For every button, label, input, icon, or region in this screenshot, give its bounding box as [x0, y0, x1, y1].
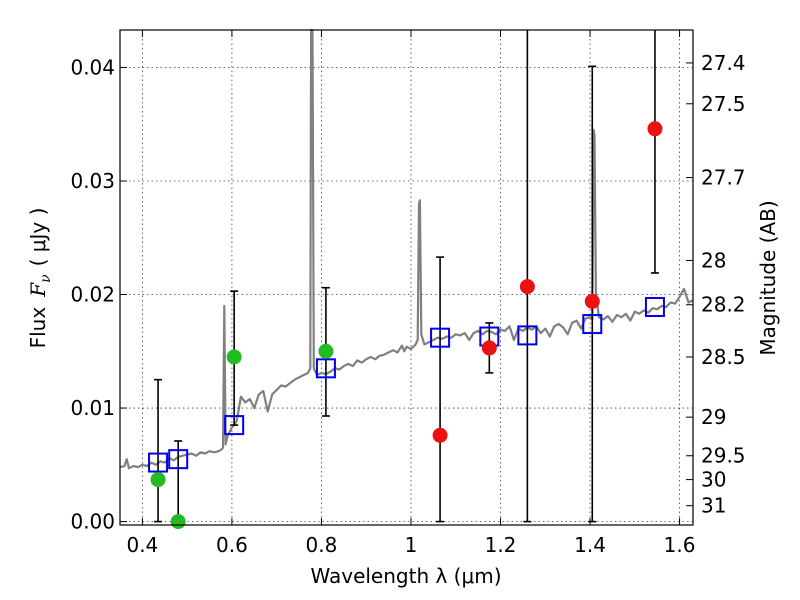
- spectrum-layer: [119, 28, 694, 470]
- x-tick-label: 0.6: [216, 533, 248, 557]
- magnitude-tick-label: 28: [701, 248, 726, 272]
- plot-frame: [119, 29, 694, 526]
- y-tick-label: 0.02: [70, 283, 115, 307]
- model-photometry-square: [148, 452, 169, 473]
- nir-point: [481, 340, 497, 356]
- x-tick-label: 0.8: [306, 533, 338, 557]
- x-axis-ticks: 0.4 0.6 0.8 1 1.2 1.4 1.6: [126, 30, 695, 557]
- magnitude-tick-label: 28.5: [701, 345, 746, 369]
- model-photometry-square: [517, 325, 538, 346]
- model-photometry-square: [582, 314, 603, 335]
- x-tick-label: 1.4: [574, 533, 606, 557]
- magnitude-tick-label: 27.5: [701, 92, 746, 116]
- model-photometry-square: [168, 449, 189, 470]
- magnitude-tick-label: 27.7: [701, 166, 746, 190]
- optical-point: [150, 472, 166, 488]
- model-photometry-square: [430, 327, 451, 348]
- x-tick-label: 1: [405, 533, 418, 557]
- x-tick-label: 1.2: [485, 533, 517, 557]
- nir-point: [519, 279, 535, 295]
- model-photometry-square: [315, 358, 336, 379]
- model-photometry-layer: [148, 297, 665, 473]
- y-axis-label-variable: F: [26, 282, 50, 298]
- nir-point: [584, 293, 600, 309]
- y-axis-label-prefix: Flux: [26, 307, 50, 349]
- y-axis-label-subscript: ν: [38, 274, 54, 283]
- magnitude-tick-label: 28.2: [701, 293, 746, 317]
- y-tick-label: 0.03: [70, 169, 115, 193]
- nir-point: [432, 427, 448, 443]
- optical-point: [170, 514, 186, 530]
- x-tick-label: 1.6: [664, 533, 696, 557]
- magnitude-tick-label: 30: [701, 468, 726, 492]
- grid-lines: [120, 30, 693, 525]
- y-axis-label-units: ( μJy ): [26, 208, 50, 267]
- x-axis-label: Wavelength λ (μm): [310, 564, 501, 588]
- optical-point: [318, 343, 334, 359]
- magnitude-tick-label: 31: [701, 494, 726, 518]
- y-axis-label: Flux Fν ( μJy ): [26, 208, 54, 349]
- magnitude-tick-label: 29.5: [701, 444, 746, 468]
- measurement-layer: [150, 121, 663, 530]
- errorbar-layer: [154, 30, 659, 523]
- magnitude-tick-label: 29: [701, 405, 726, 429]
- y-axis-ticks: 0.00 0.01 0.02 0.03 0.04: [70, 55, 127, 534]
- y-tick-label: 0.01: [70, 396, 115, 420]
- nir-point: [647, 121, 663, 137]
- y-tick-label: 0.04: [70, 55, 115, 79]
- y-tick-label: 0.00: [70, 510, 115, 534]
- magnitude-tick-label: 27.4: [701, 51, 746, 75]
- model-photometry-square: [644, 297, 665, 318]
- x-tick-label: 0.4: [126, 533, 158, 557]
- spectrum-line: [119, 28, 694, 470]
- magnitude-axis-label: Magnitude (AB): [756, 200, 780, 355]
- optical-point: [226, 349, 242, 365]
- model-photometry-square: [224, 415, 245, 436]
